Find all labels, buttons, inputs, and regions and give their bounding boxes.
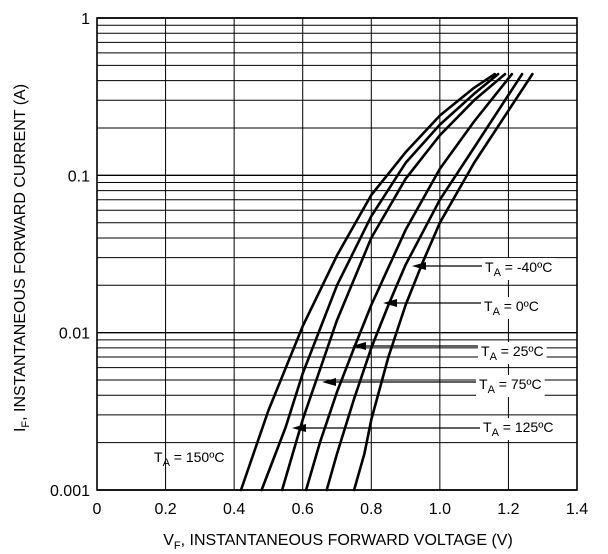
x-tick-label: 1.4 — [566, 501, 588, 518]
x-axis-title: VF, INSTANTANEOUS FORWARD VOLTAGE (V) — [163, 532, 513, 552]
y-axis-title: IF, INSTANTANEOUS FORWARD CURRENT (A) — [12, 84, 32, 432]
x-tick-label: 1.0 — [429, 501, 451, 518]
arrow-head — [322, 378, 336, 386]
series-label-150c: TA = 150ºC — [154, 449, 224, 469]
x-tick-label: 0.8 — [360, 501, 382, 518]
y-tick-label: 0.001 — [50, 483, 90, 500]
x-tick-label: 0 — [93, 501, 102, 518]
y-tick-label: 1 — [81, 11, 90, 28]
x-tick-label: 0.4 — [223, 501, 245, 518]
y-tick-label: 0.01 — [59, 326, 90, 343]
x-tick-label: 0.6 — [292, 501, 314, 518]
x-tick-label: 1.2 — [497, 501, 519, 518]
y-tick-label: 0.1 — [68, 168, 90, 185]
x-tick-label: 0.2 — [154, 501, 176, 518]
